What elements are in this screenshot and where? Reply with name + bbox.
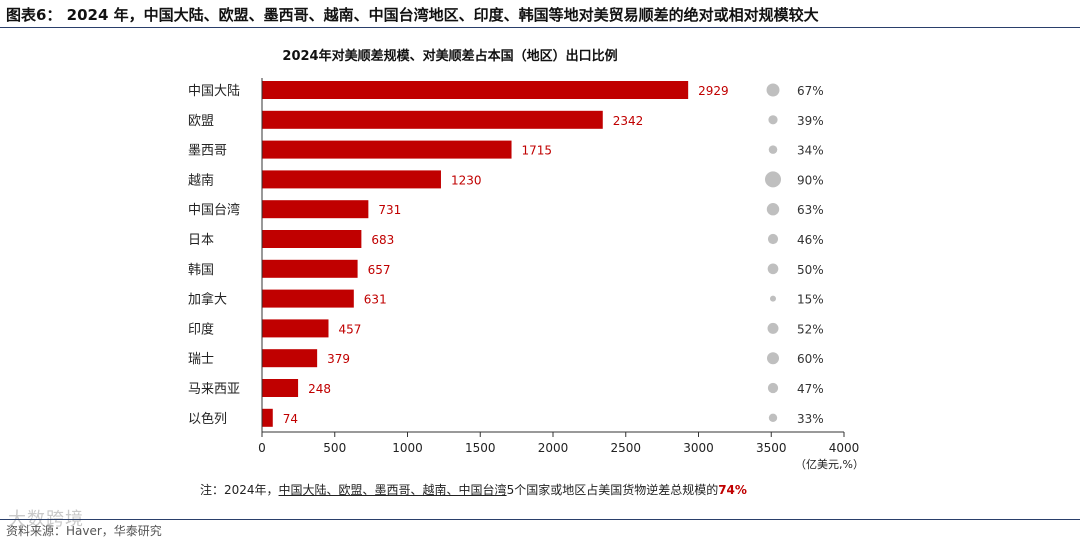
share-label: 39% <box>797 114 824 128</box>
share-label: 47% <box>797 382 824 396</box>
note-prefix: 注：2024年， <box>200 483 279 497</box>
value-label: 2929 <box>698 84 729 98</box>
chart-note: 注：2024年，中国大陆、欧盟、墨西哥、越南、中国台湾5个国家或地区占美国货物逆… <box>200 481 747 498</box>
x-tick-label: 3500 <box>756 441 787 455</box>
bar <box>262 140 512 159</box>
share-label: 67% <box>797 84 824 98</box>
value-label: 457 <box>338 322 361 336</box>
bar <box>262 259 358 278</box>
share-label: 34% <box>797 144 824 158</box>
share-bubble <box>766 83 780 97</box>
share-bubble <box>767 263 779 275</box>
bar <box>262 170 441 189</box>
bar <box>262 230 362 248</box>
x-tick-label: 0 <box>258 441 266 455</box>
top-divider <box>0 27 1080 28</box>
share-label: 63% <box>797 203 824 217</box>
value-label: 2342 <box>613 114 644 128</box>
share-bubble <box>766 203 780 216</box>
value-label: 683 <box>371 233 394 247</box>
value-label: 379 <box>327 352 350 366</box>
share-bubble <box>767 322 779 334</box>
category-label: 墨西哥 <box>188 144 227 159</box>
value-label: 74 <box>283 412 298 426</box>
value-label: 631 <box>364 293 387 307</box>
category-label: 日本 <box>188 233 214 248</box>
x-tick-label: 1500 <box>465 441 496 455</box>
share-bubble <box>770 295 776 302</box>
category-label: 中国大陆 <box>188 83 240 99</box>
value-label: 657 <box>368 263 391 277</box>
value-label: 1230 <box>451 173 482 187</box>
share-label: 60% <box>797 352 824 366</box>
share-bubble <box>767 382 779 394</box>
value-label: 731 <box>378 203 401 217</box>
x-tick-label: 3000 <box>683 441 714 455</box>
bar <box>262 349 318 368</box>
share-label: 50% <box>797 263 824 277</box>
share-label: 52% <box>797 322 824 336</box>
category-label: 瑞士 <box>188 352 214 367</box>
share-label: 46% <box>797 233 824 247</box>
chart-title: 2024年对美顺差规模、对美顺差占本国（地区）出口比例 <box>282 48 617 64</box>
unit-label: （亿美元,%） <box>795 458 864 471</box>
category-label: 韩国 <box>188 263 214 278</box>
x-tick-label: 2000 <box>538 441 569 455</box>
share-bubble <box>765 171 781 188</box>
bottom-divider <box>0 519 1080 520</box>
x-tick-label: 2500 <box>610 441 641 455</box>
x-tick-label: 500 <box>323 441 346 455</box>
category-label: 马来西亚 <box>188 382 240 397</box>
figure-title: 图表6： 2024 年，中国大陆、欧盟、墨西哥、越南、中国台湾地区、印度、韩国等… <box>6 6 819 24</box>
value-label: 1715 <box>522 144 553 158</box>
bar <box>262 81 689 99</box>
category-label: 中国台湾 <box>188 202 240 218</box>
bar <box>262 110 603 129</box>
share-label: 15% <box>797 293 824 307</box>
category-label: 越南 <box>188 172 214 188</box>
bar <box>262 408 273 427</box>
share-bubble <box>768 413 778 422</box>
note-highlight: 中国大陆、欧盟、墨西哥、越南、中国台湾 <box>278 483 507 497</box>
bar <box>262 379 299 397</box>
share-bubble <box>768 145 778 154</box>
x-tick-label: 4000 <box>829 441 860 455</box>
bar <box>262 200 369 219</box>
category-label: 加拿大 <box>188 292 227 308</box>
source-note: 资料来源：Haver，华泰研究 <box>6 524 162 538</box>
share-bubble <box>767 352 779 365</box>
note-percent: 74% <box>718 483 747 497</box>
x-tick-label: 1000 <box>392 441 423 455</box>
share-label: 33% <box>797 412 824 426</box>
category-label: 印度 <box>188 321 214 337</box>
share-bubble <box>768 115 778 125</box>
bar <box>262 319 329 338</box>
value-label: 248 <box>308 382 331 396</box>
category-label: 以色列 <box>188 411 227 427</box>
share-bubble <box>767 233 779 245</box>
bar <box>262 289 354 308</box>
note-middle: 5个国家或地区占美国货物逆差总规模的 <box>506 483 719 497</box>
category-label: 欧盟 <box>188 114 214 129</box>
share-label: 90% <box>797 173 824 187</box>
